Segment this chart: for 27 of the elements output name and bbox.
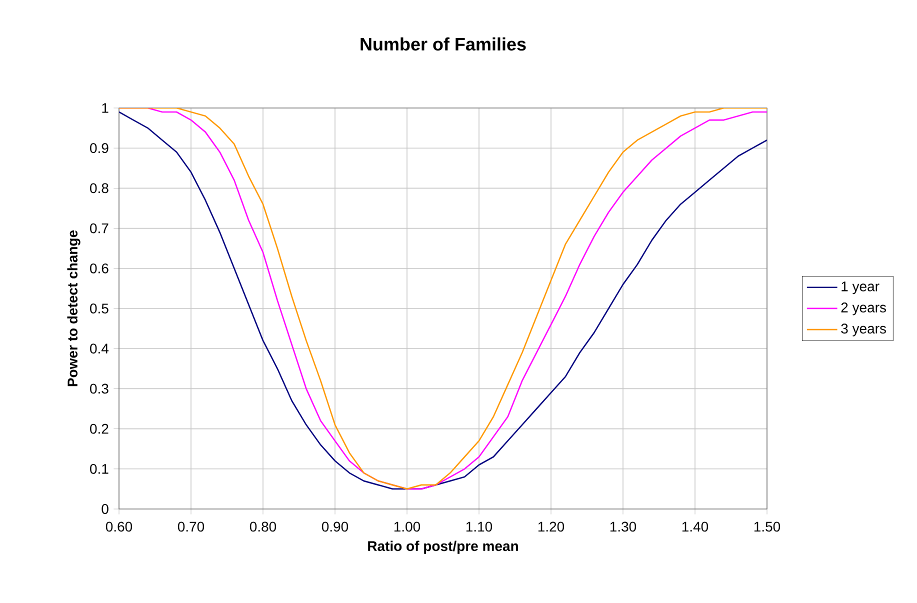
legend-label: 2 years xyxy=(841,302,886,316)
legend-label: 3 years xyxy=(841,324,886,336)
y-tick-label: 0.8 xyxy=(90,183,108,194)
x-tick-label: 0.90 xyxy=(322,522,348,532)
y-tick-label: 0.3 xyxy=(90,384,108,394)
y-tick-label: 0.7 xyxy=(90,223,108,234)
x-tick-label: 1.40 xyxy=(682,522,708,532)
x-tick-label: 1.20 xyxy=(538,522,564,532)
legend-label: 1 year xyxy=(842,282,880,294)
y-tick-label: 0.2 xyxy=(90,424,108,434)
x-tick-label: 1.30 xyxy=(610,522,636,532)
y-tick-label: 0 xyxy=(102,504,108,514)
x-tick-label: 1.50 xyxy=(754,522,780,532)
x-tick-label: 1.00 xyxy=(394,522,420,532)
x-axis-title: Ratio of post/pre mean xyxy=(368,540,518,554)
y-tick-label: 0.6 xyxy=(90,263,108,274)
x-tick-label: 0.80 xyxy=(250,522,276,532)
x-tick-label: 0.70 xyxy=(178,522,204,532)
x-tick-label: 0.60 xyxy=(106,522,132,532)
y-tick-label: 1 xyxy=(102,103,108,113)
y-tick-label: 0.9 xyxy=(90,143,108,154)
y-tick-label: 0.5 xyxy=(90,304,108,314)
chart-title: Number of Families xyxy=(360,37,526,51)
x-tick-label: 1.10 xyxy=(466,522,492,532)
y-axis-title: Power to detect change xyxy=(67,230,80,386)
y-tick-label: 0.1 xyxy=(90,464,108,474)
y-tick-label: 0.4 xyxy=(90,344,109,354)
